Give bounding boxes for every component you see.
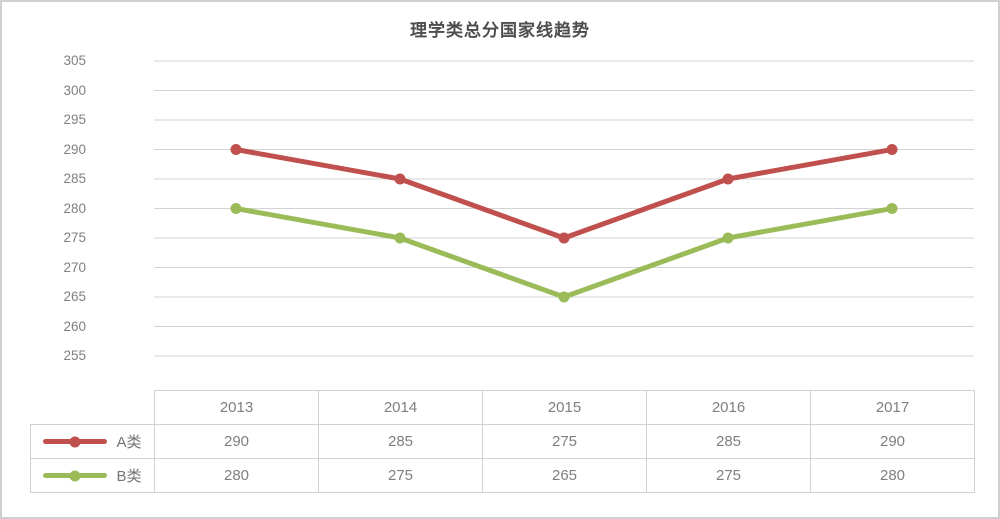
table-row-series-a: A类 290 285 275 285 290: [30, 424, 975, 459]
y-tick-label: 300: [63, 82, 86, 98]
y-tick-label: 275: [63, 230, 86, 245]
data-point-A类-2017: [886, 144, 898, 155]
series-line-B类: [233, 206, 895, 300]
data-point-A类-2015: [558, 232, 570, 244]
data-point-B类-2017: [886, 203, 898, 214]
series-a-value: 290: [154, 424, 319, 459]
data-point-B类-2016: [722, 232, 734, 244]
table-header-row: 2013 2014 2015 2016 2017: [31, 390, 975, 425]
y-axis: 305 300 295 290 285 280 275 270 265 260 255: [42, 53, 120, 363]
series-a-value: 285: [646, 424, 811, 459]
series-a-value: 290: [810, 424, 975, 459]
legend-cell-series-b: B类: [30, 458, 155, 493]
y-tick-label: 290: [63, 141, 86, 157]
year-header: 2014: [318, 390, 483, 425]
data-point-B类-2015: [558, 291, 570, 303]
y-tick-label: 295: [63, 112, 86, 127]
series-a-label: A类: [116, 434, 142, 451]
y-tick-label: 265: [63, 289, 86, 304]
series-a-key-icon: [43, 436, 108, 448]
year-header: 2013: [154, 390, 319, 425]
series-a-value: 285: [318, 424, 483, 459]
data-point-B类-2014: [394, 232, 406, 244]
series-b-value: 280: [810, 458, 975, 493]
table-corner-cell: [31, 391, 155, 425]
data-point-A类-2014: [394, 173, 406, 185]
year-header: 2015: [482, 390, 647, 425]
chart-title: 理学类总分国家线趋势: [410, 21, 590, 40]
y-tick-label: 280: [63, 200, 86, 216]
data-point-A类-2016: [722, 173, 734, 185]
data-point-A类-2013: [230, 144, 242, 155]
series-b-key-icon: [43, 470, 108, 482]
series-b-label: B类: [116, 468, 142, 485]
y-tick-label: 305: [63, 53, 86, 68]
legend-cell-series-a: A类: [30, 424, 155, 459]
y-tick-label: 255: [63, 348, 86, 363]
series-b-value: 265: [482, 458, 647, 493]
data-point-B类-2013: [230, 203, 242, 214]
series-b-value: 275: [318, 458, 483, 493]
series-b-value: 275: [646, 458, 811, 493]
series-b-value: 280: [154, 458, 319, 493]
y-tick-label: 285: [63, 171, 86, 186]
year-header: 2017: [810, 390, 975, 425]
table-row-series-b: B类 280 275 265 275 280: [30, 458, 975, 493]
series-a-value: 275: [482, 424, 647, 459]
year-header: 2016: [646, 390, 811, 425]
line-chart-svg: [154, 60, 974, 357]
data-table: 2013 2014 2015 2016 2017 A类 290 285 2: [30, 390, 975, 493]
y-tick-label: 260: [63, 318, 86, 334]
y-tick-label: 270: [63, 259, 86, 275]
